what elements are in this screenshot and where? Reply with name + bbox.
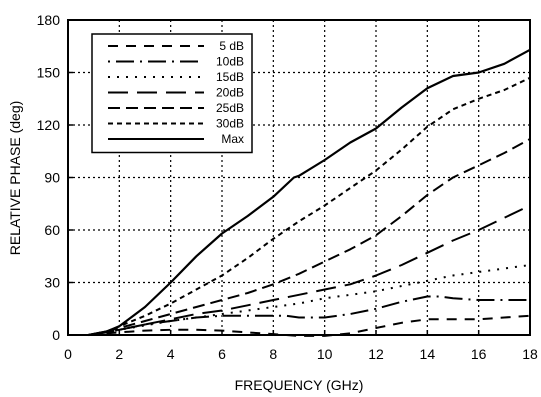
x-axis-title: FREQUENCY (GHz) — [235, 377, 364, 393]
x-tick-label: 10 — [317, 346, 333, 362]
series-line-15db — [88, 264, 531, 336]
series-line-max — [88, 48, 531, 337]
series-line-10db — [88, 295, 530, 336]
x-tick-label: 2 — [115, 346, 123, 362]
x-tick-label: 4 — [167, 346, 175, 362]
legend-label: 25dB — [216, 101, 244, 115]
series-line-25db — [88, 138, 531, 336]
y-axis-title: RELATIVE PHASE (deg) — [7, 101, 23, 256]
y-tick-label: 60 — [44, 222, 60, 238]
y-tick-label: 90 — [44, 170, 60, 186]
legend-label: 10dB — [216, 55, 244, 69]
legend-label: 5 dB — [219, 39, 244, 53]
x-tick-label: 18 — [522, 346, 538, 362]
x-tick-label: 6 — [218, 346, 226, 362]
y-tick-label: 150 — [37, 65, 61, 81]
x-tick-label: 0 — [64, 346, 72, 362]
legend-label: 15dB — [216, 70, 244, 84]
series-line-20db — [88, 204, 531, 336]
y-tick-label: 0 — [52, 327, 60, 343]
x-tick-label: 14 — [420, 346, 436, 362]
series-line-5db — [88, 314, 531, 337]
ticks — [67, 19, 531, 336]
y-tick-label: 30 — [44, 275, 60, 291]
y-tick-label: 180 — [37, 12, 61, 28]
x-tick-label: 12 — [368, 346, 384, 362]
legend-label: Max — [221, 132, 244, 146]
legend-label: 30dB — [216, 117, 244, 131]
series-layer — [88, 48, 531, 337]
x-tick-label: 16 — [471, 346, 487, 362]
x-tick-label: 8 — [269, 346, 277, 362]
legend-label: 20dB — [216, 86, 244, 100]
y-tick-label: 120 — [37, 117, 61, 133]
